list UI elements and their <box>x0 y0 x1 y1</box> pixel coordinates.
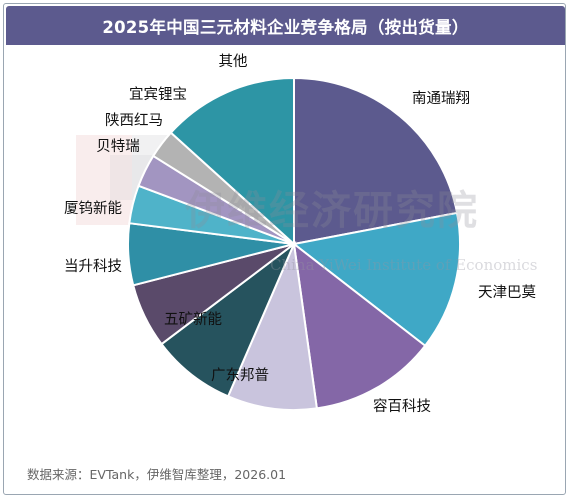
slice-label-6: 当升科技 <box>64 258 122 275</box>
pie-slices <box>127 76 461 411</box>
slice-label-11: 其他 <box>219 53 248 70</box>
source-note: 数据来源：EVTank，伊维智库整理，2026.01 <box>27 467 287 482</box>
pie-slice-2 <box>291 211 461 348</box>
slice-label-1: 南通瑞翔 <box>412 90 470 107</box>
slice-label-5: 五矿新能 <box>164 311 222 328</box>
slice-label-3: 容百科技 <box>373 398 431 415</box>
pie-slice-11 <box>169 76 295 247</box>
chart-title: 2025年中国三元材料企业竞争格局（按出货量） <box>6 6 565 45</box>
pie-slice-4 <box>226 240 319 411</box>
pie-slice-1 <box>293 76 459 246</box>
slice-label-7: 厦钨新能 <box>64 200 122 217</box>
slice-label-2: 天津巴莫 <box>478 284 536 301</box>
slice-label-4: 广东邦普 <box>211 367 269 384</box>
slice-label-8: 贝特瑞 <box>96 138 140 155</box>
slice-label-9: 陕西红马 <box>105 112 163 129</box>
slice-label-10: 宜宾锂宝 <box>129 86 187 103</box>
pie-slice-3 <box>292 241 427 410</box>
